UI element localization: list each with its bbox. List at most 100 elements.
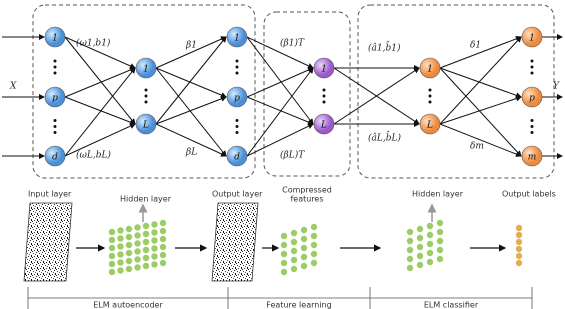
stage-label: Hidden layer — [412, 190, 464, 199]
weight-label: (â1,b̂1) — [368, 41, 401, 54]
neuron-dot — [160, 228, 166, 234]
neuron-dot — [160, 260, 166, 266]
neuron-dot — [109, 237, 115, 243]
autoencoder-box — [33, 5, 255, 178]
edge — [440, 68, 521, 97]
neuron-dot — [427, 241, 433, 247]
neuron-dot — [109, 261, 115, 267]
neuron-dot — [311, 260, 317, 266]
edge — [247, 68, 313, 97]
feature-box — [264, 12, 350, 176]
neuron-dot — [134, 256, 140, 262]
node-label: 1 — [529, 34, 535, 44]
neuron-dot — [437, 247, 443, 253]
neuron-dot — [134, 232, 140, 238]
ellipsis-dot — [531, 60, 534, 63]
neuron-dot — [417, 226, 423, 232]
neuron-dot — [151, 245, 157, 251]
node-label: p — [234, 94, 240, 104]
neuron-dot — [160, 252, 166, 258]
neuron-dot — [301, 254, 307, 260]
neuron-dot — [301, 227, 307, 233]
node-label: 1 — [143, 65, 149, 75]
node-label: L — [426, 121, 433, 131]
neuron-dot — [437, 229, 443, 235]
ellipsis-dot — [236, 125, 239, 128]
neuron-dot — [311, 251, 317, 257]
neuron-dot — [151, 221, 157, 227]
ellipsis-dot — [54, 119, 57, 122]
ellipsis-dot — [429, 101, 432, 104]
neuron-dot — [417, 262, 423, 268]
weight-label: (ω1,b1) — [76, 38, 111, 49]
output-image — [212, 203, 258, 281]
neuron-dot — [407, 256, 413, 262]
neuron-dot — [516, 232, 522, 238]
diagram: 1pd1L1pd1L1L1pm X Y (ω1,b1) (ωL,bL) β1 β… — [0, 0, 565, 309]
neuron-dot — [427, 259, 433, 265]
neuron-dot — [281, 269, 287, 275]
ellipsis-dot — [531, 125, 534, 128]
neuron-dot — [134, 264, 140, 270]
ellipsis-dot — [236, 119, 239, 122]
neuron-dot — [117, 251, 123, 257]
neuron-dot — [516, 253, 522, 259]
neuron-dot — [143, 247, 149, 253]
stage-label: Compressed — [282, 186, 332, 195]
node-label: p — [529, 94, 535, 104]
neuron-dot — [160, 220, 166, 226]
neuron-dot — [151, 229, 157, 235]
stage-label: Input layer — [28, 190, 72, 199]
neuron-dot — [417, 253, 423, 259]
neuron-dot — [134, 224, 140, 230]
node-label: L — [142, 121, 149, 131]
neuron-dot — [134, 240, 140, 246]
ellipsis-dot — [236, 66, 239, 69]
neuron-dot — [143, 223, 149, 229]
neuron-dot — [291, 257, 297, 263]
neuron-dot — [407, 238, 413, 244]
node-label: L — [320, 121, 327, 131]
ellipsis-dot — [145, 95, 148, 98]
neuron-dot — [143, 255, 149, 261]
edge — [156, 68, 226, 97]
neuron-dot — [417, 235, 423, 241]
neuron-dot — [117, 267, 123, 273]
neuron-dot — [143, 239, 149, 245]
weight-label: (βL)T — [280, 150, 305, 161]
edge — [65, 68, 135, 97]
neuron-dot — [311, 233, 317, 239]
neuron-dot — [134, 248, 140, 254]
weight-label: β1 — [185, 41, 197, 51]
neuron-dot — [151, 261, 157, 267]
node-label: d — [234, 153, 240, 163]
ellipsis-dot — [236, 60, 239, 63]
input-symbol: X — [9, 82, 17, 92]
ellipsis-dot — [531, 131, 534, 134]
weight-label: (âL,b̂L) — [368, 131, 401, 144]
weight-label: (β1)T — [280, 38, 305, 49]
node-label: m — [528, 153, 537, 163]
neuron-dot — [117, 259, 123, 265]
neuron-dot — [437, 256, 443, 262]
neuron-dot — [281, 260, 287, 266]
output-symbol: Y — [553, 82, 560, 92]
neuron-dot — [117, 227, 123, 233]
neuron-dot — [281, 233, 287, 239]
node-label: 1 — [52, 34, 58, 44]
ellipsis-dot — [531, 72, 534, 75]
edges — [2, 37, 562, 156]
neuron-dot — [151, 237, 157, 243]
neuron-dot — [126, 250, 132, 256]
stage-label: Hidden layer — [120, 195, 172, 204]
neuron-dot — [281, 242, 287, 248]
neuron-dot — [160, 236, 166, 242]
ellipsis-dot — [323, 89, 326, 92]
neuron-dot — [301, 263, 307, 269]
neuron-dot — [281, 251, 287, 257]
neuron-dot — [301, 236, 307, 242]
neuron-dot — [291, 230, 297, 236]
neuron-dot — [117, 243, 123, 249]
neuron-dot — [516, 239, 522, 245]
stage-label: Output layer — [212, 190, 263, 199]
